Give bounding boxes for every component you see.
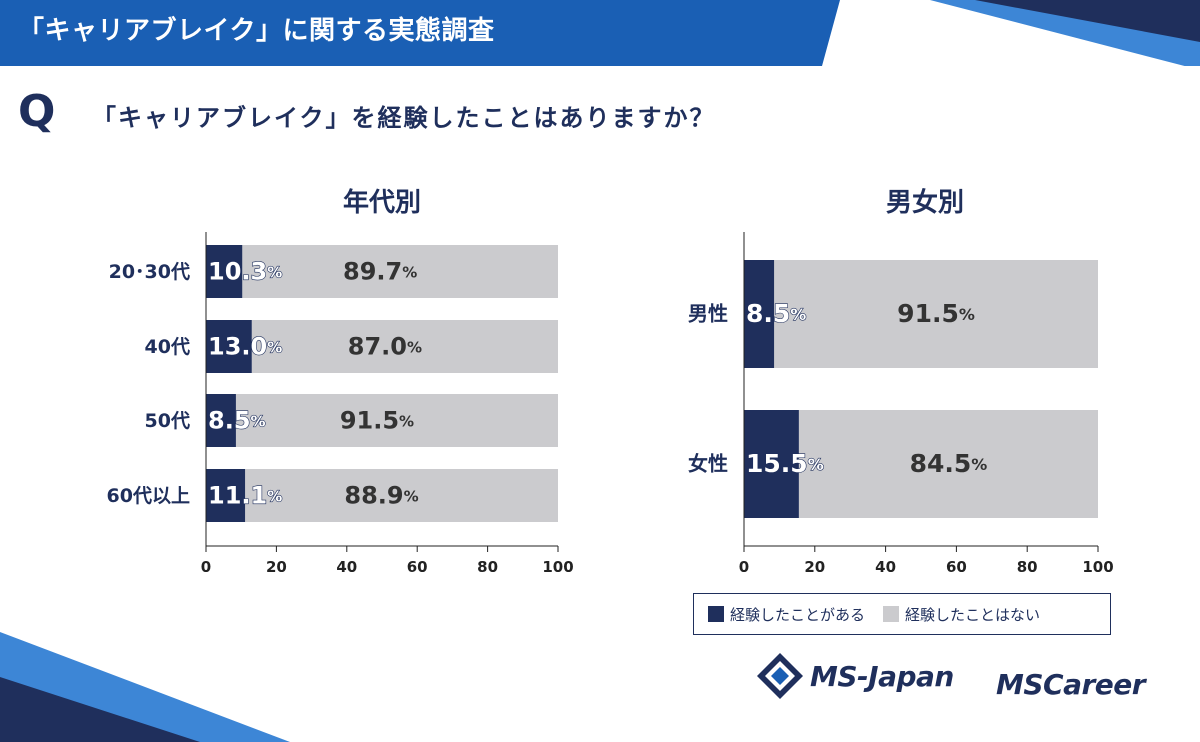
ms-japan-emblem-icon [757, 653, 803, 699]
age-value-label-not-experienced: 87.0% [348, 333, 422, 361]
gender-bar-experienced [744, 260, 775, 368]
question-mark: Q [18, 86, 56, 137]
age-x-tick-label: 40 [336, 558, 357, 576]
header-band [0, 0, 1200, 66]
age-value-label-experienced: 10.3% [208, 258, 282, 286]
age-value-label-experienced: 8.5% [208, 407, 266, 435]
legend-item-not-experienced: 経験したことはない [883, 604, 1040, 625]
age-bar-experienced [206, 245, 243, 298]
age-x-tick-label: 100 [542, 558, 573, 576]
age-x-tick-label: 20 [266, 558, 287, 576]
age-x-tick-label: 0 [201, 558, 211, 576]
age-value-label-experienced: 13.0% [208, 333, 282, 361]
age-chart-title: 年代別 [342, 188, 421, 218]
ms-japan-logo: MS-Japan [756, 652, 954, 700]
age-bar-experienced [206, 320, 252, 373]
question-text: 「キャリアブレイク」を経験したことはありますか？ [92, 104, 716, 132]
legend-item-experienced: 経験したことがある [708, 604, 865, 625]
gender-x-tick-label: 20 [804, 558, 825, 576]
gender-value-label-experienced: 8.5% [746, 299, 806, 328]
ms-career-logo: MSCareer [996, 668, 1146, 701]
gender-category-label: 男性 [688, 302, 728, 326]
gender-x-tick-label: 80 [1017, 558, 1038, 576]
legend-label-experienced: 経験したことがある [730, 605, 866, 624]
gender-bar-not-experienced [774, 260, 1098, 368]
gender-x-tick-label: 60 [946, 558, 967, 576]
age-value-label-not-experienced: 88.9% [344, 482, 418, 510]
gender-value-label-experienced: 15.5% [746, 449, 824, 478]
legend: 経験したことがある 経験したことはない [693, 593, 1111, 635]
gender-value-label-not-experienced: 84.5% [910, 449, 988, 478]
gender-x-tick-label: 40 [875, 558, 896, 576]
age-value-label-not-experienced: 91.5% [340, 407, 414, 435]
age-category-label: 20･30代 [109, 261, 190, 283]
legend-swatch-navy [708, 606, 724, 622]
gender-chart-title: 男女別 [885, 188, 964, 218]
age-bar-experienced [206, 394, 236, 447]
legend-swatch-gray [883, 606, 900, 622]
header-title: 「キャリアブレイク」に関する実態調査 [18, 16, 495, 46]
age-value-label-experienced: 11.1% [208, 482, 282, 510]
gender-bar-not-experienced [798, 410, 1098, 518]
age-category-label: 60代以上 [107, 485, 190, 507]
age-bar-not-experienced [251, 320, 558, 373]
corner-decoration [0, 632, 290, 742]
gender-bar-experienced [744, 410, 799, 518]
ms-japan-wordmark: MS-Japan [810, 659, 954, 693]
age-bar-not-experienced [235, 394, 559, 447]
age-category-label: 40代 [145, 336, 190, 358]
age-bar-not-experienced [242, 245, 559, 298]
age-category-label: 50代 [145, 410, 190, 432]
age-value-label-not-experienced: 89.7% [343, 258, 417, 286]
age-bar-experienced [206, 469, 246, 522]
age-x-tick-label: 60 [407, 558, 428, 576]
gender-category-label: 女性 [688, 452, 728, 476]
gender-value-label-not-experienced: 91.5% [897, 299, 975, 328]
age-bar-not-experienced [245, 469, 558, 522]
age-x-tick-label: 80 [477, 558, 498, 576]
legend-label-not-experienced: 経験したことはない [905, 605, 1041, 624]
gender-x-tick-label: 100 [1082, 558, 1113, 576]
gender-x-tick-label: 0 [739, 558, 749, 576]
